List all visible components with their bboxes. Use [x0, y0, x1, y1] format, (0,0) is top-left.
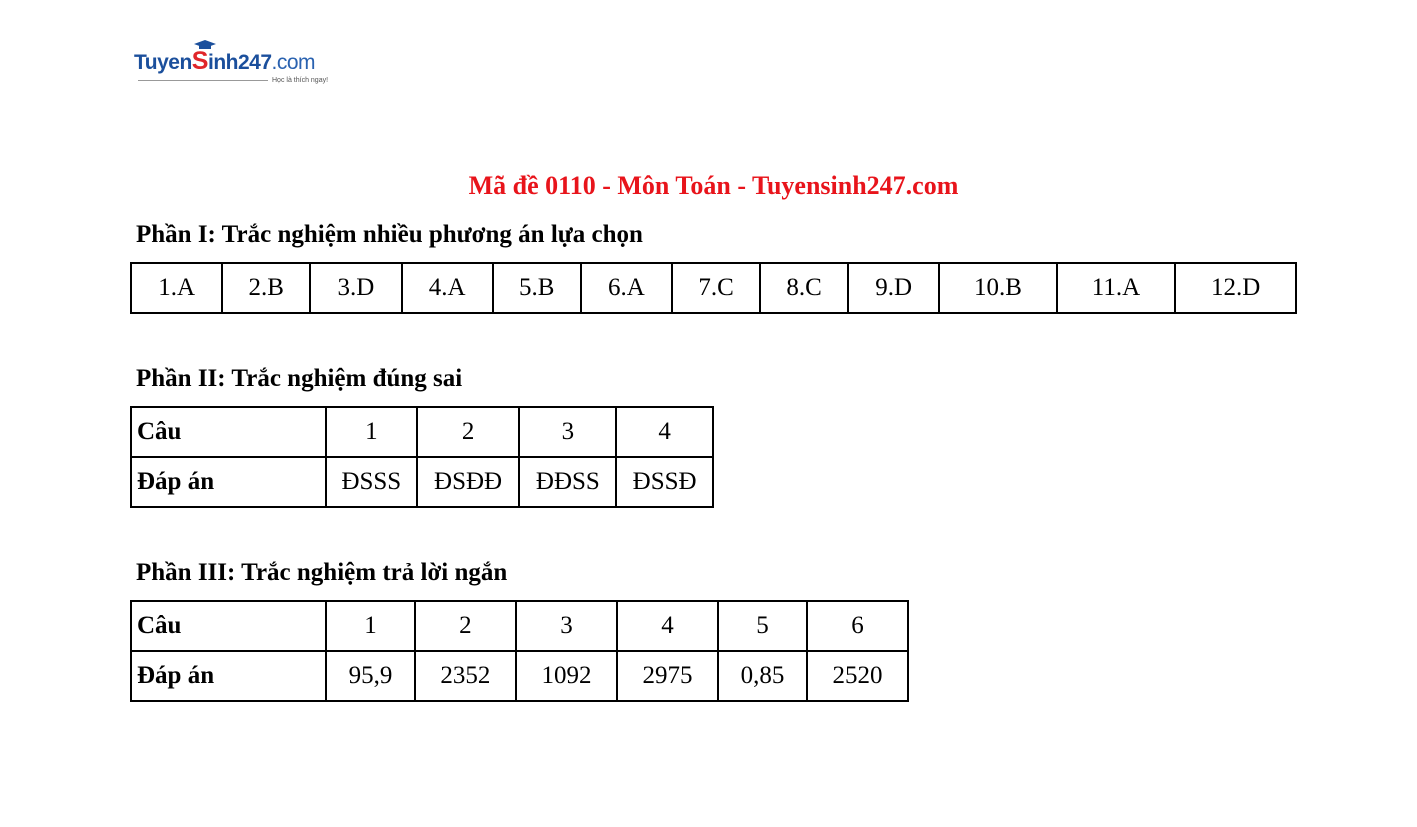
answer-cell: 4.A	[400, 262, 494, 314]
part1-heading: Phần I: Trắc nghiệm nhiều phương án lựa …	[136, 221, 643, 248]
question-number-cell: 1	[325, 406, 418, 458]
graduation-cap-icon	[194, 40, 216, 49]
answer-cell: 7.C	[671, 262, 762, 314]
table-row: Câu 1 2 3 4	[130, 406, 714, 458]
question-number-cell: 1	[325, 600, 416, 652]
question-number-cell: 3	[514, 600, 618, 652]
part3-table: Câu 1 2 3 4 5 6 Đáp án 95,9 2352 1092 2975 0,85 2520	[130, 600, 910, 702]
answer-cell: 2.B	[221, 262, 312, 314]
part2-table: Câu 1 2 3 4 Đáp án ĐSSS ĐSĐĐ ĐĐSS ĐSSĐ	[130, 406, 714, 508]
answer-cell: ĐĐSS	[518, 456, 618, 508]
row-label: Đáp án	[130, 650, 327, 702]
table-row: Đáp án ĐSSS ĐSĐĐ ĐĐSS ĐSSĐ	[130, 456, 714, 508]
row-label: Đáp án	[130, 456, 327, 508]
question-number-cell: 4	[615, 600, 720, 652]
answer-cell: 12.D	[1174, 262, 1297, 314]
logo-underline	[138, 80, 268, 81]
answer-cell: 0,85	[717, 650, 808, 702]
answer-cell: ĐSĐĐ	[415, 456, 521, 508]
table-row: Đáp án 95,9 2352 1092 2975 0,85 2520	[130, 650, 910, 702]
part1-table: 1.A 2.B 3.D 4.A 5.B 6.A 7.C 8.C 9.D 10.B 11.A 12.D	[129, 262, 1297, 314]
table-row: Câu 1 2 3 4 5 6	[130, 600, 910, 652]
answer-cell: 9.D	[847, 262, 941, 314]
answer-cell: 2975	[615, 650, 720, 702]
part3-heading: Phần III: Trắc nghiệm trả lời ngắn	[136, 559, 508, 586]
answer-cell: 1.A	[129, 262, 224, 314]
answer-cell: 10.B	[938, 262, 1058, 314]
question-number-cell: 4	[615, 406, 714, 458]
part2-heading: Phần II: Trắc nghiệm đúng sai	[136, 365, 463, 392]
answer-cell: 3.D	[309, 262, 403, 314]
answer-cell: ĐSSĐ	[615, 456, 714, 508]
tuyensinh247-logo: TuyenSinh247.com Học là thích ngay!	[134, 40, 339, 90]
answer-cell: 11.A	[1055, 262, 1177, 314]
answer-cell: 5.B	[491, 262, 582, 314]
logo-tagline: Học là thích ngay!	[272, 77, 329, 84]
answer-cell: 8.C	[759, 262, 850, 314]
answer-cell: 1092	[514, 650, 618, 702]
answer-cell: 2352	[413, 650, 517, 702]
question-number-cell: 2	[413, 600, 517, 652]
answer-cell: 95,9	[325, 650, 416, 702]
answer-cell: 6.A	[579, 262, 674, 314]
answer-cell: 2520	[805, 650, 910, 702]
answer-cell: ĐSSS	[325, 456, 418, 508]
row-label: Câu	[130, 600, 327, 652]
question-number-cell: 2	[415, 406, 521, 458]
question-number-cell: 5	[717, 600, 808, 652]
question-number-cell: 3	[518, 406, 618, 458]
row-label: Câu	[130, 406, 327, 458]
document-title: Mã đề 0110 - Môn Toán - Tuyensinh247.com	[468, 171, 959, 200]
question-number-cell: 6	[805, 600, 910, 652]
logo-text: TuyenSinh247.com	[134, 47, 316, 75]
table-row: 1.A 2.B 3.D 4.A 5.B 6.A 7.C 8.C 9.D 10.B 11.A 12.D	[129, 262, 1297, 314]
